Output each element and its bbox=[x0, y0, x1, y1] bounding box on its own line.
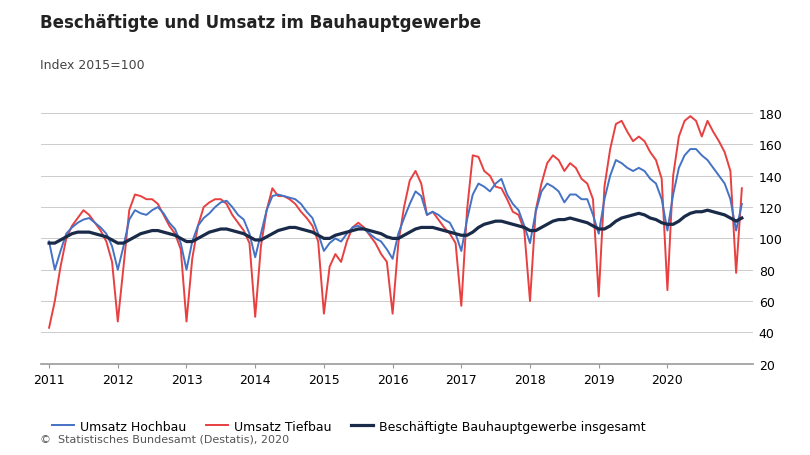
Legend: Umsatz Hochbau, Umsatz Tiefbau, Beschäftigte Bauhauptgewerbe insgesamt: Umsatz Hochbau, Umsatz Tiefbau, Beschäft… bbox=[47, 415, 651, 438]
Text: ©  Statistisches Bundesamt (Destatis), 2020: © Statistisches Bundesamt (Destatis), 20… bbox=[40, 434, 290, 444]
Text: Beschäftigte und Umsatz im Bauhauptgewerbe: Beschäftigte und Umsatz im Bauhauptgewer… bbox=[40, 14, 482, 31]
Text: Index 2015=100: Index 2015=100 bbox=[40, 59, 145, 72]
